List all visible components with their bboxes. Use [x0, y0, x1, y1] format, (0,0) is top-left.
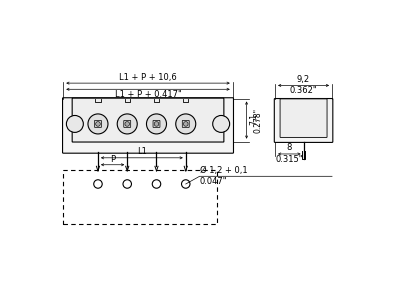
Text: 7,1: 7,1	[249, 113, 258, 125]
FancyBboxPatch shape	[274, 98, 333, 142]
FancyBboxPatch shape	[72, 98, 224, 142]
Circle shape	[184, 122, 188, 126]
Text: 0.047": 0.047"	[200, 177, 227, 186]
FancyBboxPatch shape	[182, 120, 189, 127]
Text: 8: 8	[287, 144, 292, 152]
Text: L1 + P + 10,6: L1 + P + 10,6	[119, 72, 177, 81]
FancyBboxPatch shape	[62, 98, 234, 153]
FancyBboxPatch shape	[280, 99, 327, 137]
Text: P: P	[110, 155, 115, 164]
Text: 0.362": 0.362"	[290, 86, 317, 95]
Circle shape	[88, 114, 108, 134]
FancyBboxPatch shape	[124, 120, 131, 127]
Bar	[63, 170, 216, 224]
Circle shape	[154, 122, 159, 126]
Text: Ø 1,2 + 0,1: Ø 1,2 + 0,1	[200, 166, 247, 175]
Text: 0.315": 0.315"	[276, 155, 303, 164]
Text: L1 + P + 0.417": L1 + P + 0.417"	[115, 90, 181, 99]
Circle shape	[117, 114, 137, 134]
FancyBboxPatch shape	[153, 120, 160, 127]
Text: 9,2: 9,2	[297, 75, 310, 84]
Circle shape	[125, 122, 130, 126]
Circle shape	[96, 122, 100, 126]
Circle shape	[176, 114, 196, 134]
Circle shape	[213, 115, 230, 133]
Circle shape	[146, 114, 166, 134]
Text: L1: L1	[137, 147, 147, 156]
Circle shape	[66, 115, 83, 133]
Text: 0.278": 0.278"	[254, 108, 262, 133]
FancyBboxPatch shape	[94, 120, 102, 127]
